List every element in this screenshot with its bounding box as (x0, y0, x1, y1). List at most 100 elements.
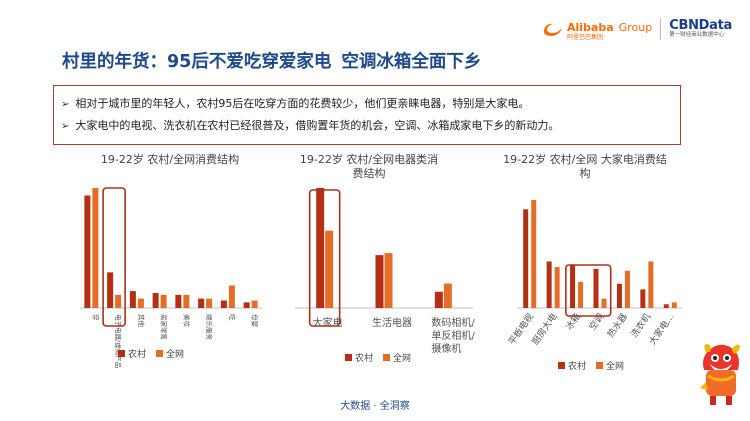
highlight-box (308, 189, 341, 327)
chart-title: 19-22岁 农村/全网 大家电消费结构 (503, 153, 667, 180)
key-point: ➢ 相对于城市里的年轻人，农村95后在吃穿方面的花费较少，他们更亲睐电器，特别是大… (61, 93, 680, 115)
bar-rural (316, 188, 325, 308)
category-label: 居家零售 (160, 314, 169, 340)
highlight-box (102, 187, 126, 327)
legend-label-overall: 全网 (166, 348, 184, 360)
bar-rural (616, 283, 622, 308)
legend-label-overall: 全网 (393, 352, 411, 364)
category-label: 电子电器/虚拟产品 (114, 314, 123, 368)
bar-overall (137, 298, 144, 308)
category-label: 美妆 (182, 314, 191, 328)
cbndata-sub: 第一财经商业数据中心 (669, 32, 725, 39)
arrow-bullet-icon: ➢ (61, 121, 70, 132)
legend-swatch-rural (558, 362, 565, 369)
category-label: 大家电 (313, 316, 343, 329)
bar-rural (593, 268, 599, 308)
page-title-main: 村里的年货：95后不爱吃穿爱家电 (62, 52, 332, 72)
alibaba-logo: Alibaba Group 阿里巴巴集团 (542, 18, 652, 41)
bar-rural (663, 304, 669, 308)
bar-rural (570, 265, 576, 308)
arrow-bullet-icon: ➢ (61, 99, 70, 110)
bar-rural (640, 289, 646, 308)
bar-rural (546, 261, 552, 308)
page-title: 村里的年货：95后不爱吃穿爱家电 空调冰箱全面下乡 (62, 48, 481, 73)
category-label: 吃 (228, 314, 237, 321)
bar-rural (243, 302, 250, 308)
key-point: ➢ 大家电中的电视、洗衣机在农村已经很普及，借购置年货的机会，空调、冰箱成家电下乡… (61, 115, 680, 137)
bar-overall (531, 200, 537, 308)
bar-overall (251, 300, 258, 308)
category-label-line: 单反相机/ (431, 329, 475, 342)
cbndata-name: CBNData (669, 18, 732, 34)
bar-rural (84, 195, 91, 308)
legend-label-overall: 全网 (606, 360, 624, 372)
category-label: 生活电器 (372, 316, 412, 329)
bar-overall (443, 283, 452, 308)
bar-overall (384, 253, 393, 308)
alibaba-sub: 阿里巴巴集团 (566, 33, 603, 41)
category-label: 穿 (91, 314, 100, 321)
bar-overall (648, 261, 654, 308)
chart-consumption-structure: 19-22岁 农村/全网消费结构 穿 电子电器/虚拟产品 其他 居家零售 美妆 娱乐服务 吃… (70, 150, 270, 380)
bar-rural (107, 272, 114, 308)
bar-overall (206, 298, 213, 308)
chart-title: 19-22岁 农村/全网消费结构 (100, 153, 240, 166)
bar-overall (183, 294, 190, 308)
bar-rural (175, 294, 182, 308)
category-label: 母婴 (251, 314, 259, 328)
legend-label-rural: 农村 (128, 348, 146, 360)
header-logos: Alibaba Group 阿里巴巴集团 CBNData 第一财经商业数据中心 (542, 16, 732, 42)
category-label-line: 大家电 (313, 316, 343, 329)
legend-swatch-overall (596, 362, 603, 369)
alibaba-group: Group (618, 20, 653, 34)
key-point-text: 大家电中的电视、洗衣机在农村已经很普及，借购置年货的机会，空调、冰箱成家电下乡的… (75, 119, 560, 132)
category-label-line: 生活电器 (372, 316, 412, 329)
bar-rural (220, 300, 227, 308)
category-label: 洗衣机 (628, 311, 653, 340)
legend-label-rural: 农村 (568, 360, 586, 372)
chart-title: 19-22岁 农村/全网电器类消费结构 (299, 153, 439, 180)
bar-overall (554, 267, 560, 308)
bar-overall (160, 294, 167, 308)
bar-overall (671, 302, 677, 308)
bar-overall (228, 285, 235, 308)
bar-rural (152, 293, 159, 308)
bar-overall (601, 298, 607, 308)
bar-rural (198, 298, 205, 308)
key-point-text: 相对于城市里的年轻人，农村95后在吃穿方面的花费较少，他们更亲睐电器，特别是大家… (75, 97, 530, 110)
category-label: 数码相机/单反相机/摄像机 (431, 316, 475, 355)
category-label-line: 摄像机 (431, 342, 461, 355)
bar-overall (624, 270, 630, 308)
highlight-box (565, 264, 612, 317)
category-label: 其他 (137, 314, 146, 328)
bar-overall (92, 188, 99, 308)
chart-appliance-structure: 19-22岁 农村/全网电器类消费结构 大家电 生活电器 数码相机/单反相机/摄像机… (285, 150, 485, 380)
lion-dance-mascot-icon (700, 344, 740, 405)
legend-swatch-overall (383, 354, 390, 361)
bar-overall (325, 230, 334, 308)
alibaba-smile-icon (543, 23, 562, 36)
cbndata-logo: CBNData 第一财经商业数据中心 (669, 19, 732, 39)
category-label: 空调 (586, 311, 606, 333)
bar-overall (578, 281, 584, 308)
footer-slogan: 大数据 · 全洞察 (340, 401, 410, 412)
bar-rural (434, 291, 443, 308)
category-label-line: 数码相机/ (431, 316, 475, 329)
legend-label-rural: 农村 (355, 352, 373, 364)
chart-big-appliance-structure: 19-22岁 农村/全网 大家电消费结构 平板电视 厨房大电 冰箱 空调 热水器 洗衣机大… (500, 150, 700, 380)
logo-divider (660, 18, 662, 40)
key-points-box: ➢ 相对于城市里的年轻人，农村95后在吃穿方面的花费较少，他们更亲睐电器，特别是大… (53, 85, 681, 145)
page-title-sub: 空调冰箱全面下乡 (341, 52, 482, 72)
legend-swatch-rural (118, 350, 125, 357)
category-label: 娱乐服务 (205, 314, 214, 341)
alibaba-name: Alibaba (566, 20, 614, 34)
legend-swatch-rural (345, 354, 352, 361)
bar-overall (115, 294, 122, 308)
bar-rural (129, 291, 136, 308)
legend-swatch-overall (156, 350, 163, 357)
bar-rural (375, 255, 384, 308)
bar-rural (523, 209, 529, 308)
